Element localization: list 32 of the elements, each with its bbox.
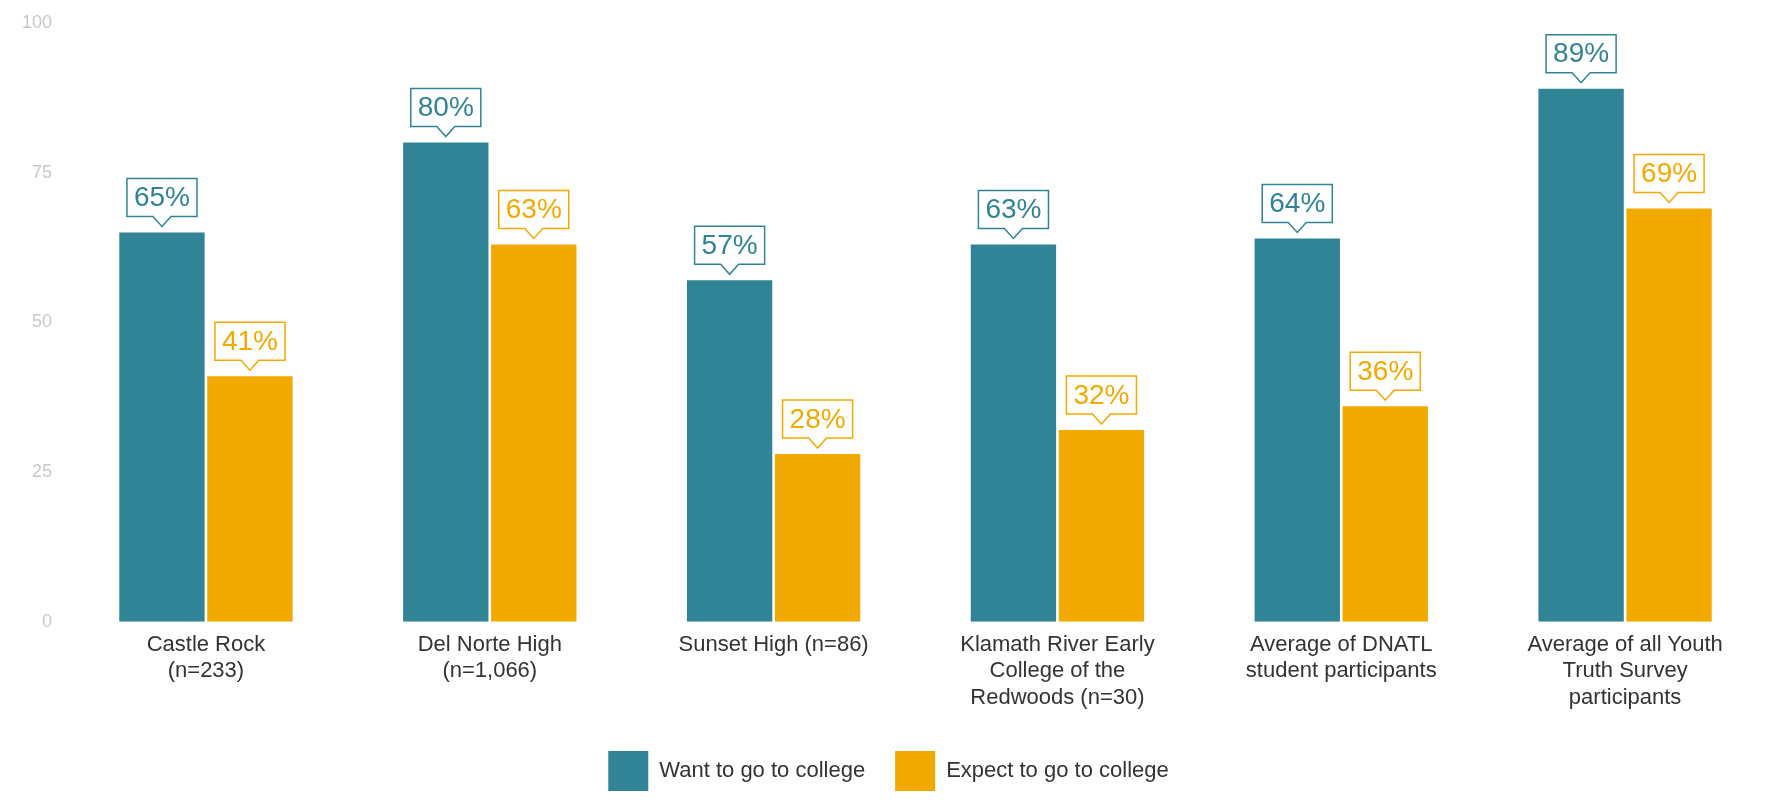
data-label: 80% [417,91,474,123]
bar [686,280,773,622]
data-label: 57% [701,229,758,261]
x-tick-label: Average of DNATL student participants [1245,631,1437,683]
data-label: 63% [985,193,1042,225]
x-tick-label: Castle Rock (n=233) [146,631,267,683]
bar [1254,238,1340,622]
bar [403,142,489,622]
legend-label: Expect to go to college [946,757,1169,783]
data-label: 64% [1269,187,1326,219]
data-label: 63% [505,193,562,225]
bar [1342,406,1428,622]
data-label: 28% [789,402,846,434]
legend-label: Want to go to college [659,757,866,783]
data-label: 36% [1357,354,1414,386]
data-label: 32% [1073,378,1130,410]
data-label: 69% [1641,157,1698,189]
x-tick-label: Del Norte High (n=1,066) [417,631,562,683]
data-label: 65% [133,181,190,213]
bar [491,244,577,622]
bar [1058,430,1145,622]
bar [119,232,205,622]
x-tick-label: Average of all Youth Truth Survey participants [1527,631,1723,709]
bar [1538,88,1624,622]
bar [970,244,1057,622]
x-tick-label: Sunset High (n=86) [678,631,869,657]
data-label: 41% [221,324,278,356]
bar [774,454,861,622]
x-tick-label: Klamath River Early College of the Redwoods (n=30) [960,631,1155,709]
bar [207,376,293,622]
data-label: 89% [1553,37,1610,69]
bar [1626,208,1712,622]
